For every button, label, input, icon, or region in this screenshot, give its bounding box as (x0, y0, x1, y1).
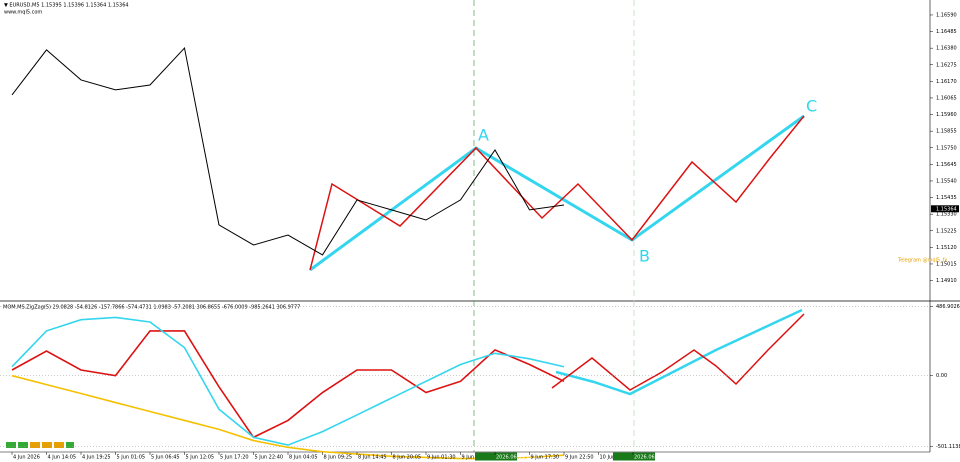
y-tick-label: 1.15855 (936, 129, 957, 135)
y-tick-label: 1.15015 (936, 261, 957, 267)
point-label: C (806, 97, 817, 116)
button[interactable] (6, 442, 16, 448)
series-line (11, 330, 565, 439)
pattern-cyan (309, 114, 805, 272)
y-tick-label: 1.15750 (936, 145, 957, 151)
series-line (11, 46, 565, 256)
button[interactable] (18, 442, 28, 448)
y-tick-label: 1.15435 (936, 195, 957, 201)
y-tick-label: 0.00 (936, 373, 947, 379)
series-line (11, 374, 565, 460)
y-tick-label: 1.15540 (936, 178, 957, 184)
x-tick-label: 8 Jun 20:05 (393, 455, 422, 461)
y-tick-label: 1.16065 (936, 95, 957, 101)
current-price-box (931, 205, 959, 213)
toolbar-buttons (6, 442, 74, 448)
chart-subtitle: www.mql5.com (4, 10, 42, 16)
x-tick-label: 2026.06.10 18:45 (634, 455, 679, 461)
x-tick-label: 5 Jun 12:05 (186, 455, 215, 461)
y-tick-label: 1.15645 (936, 162, 957, 168)
button[interactable] (66, 442, 74, 448)
x-tick-label: 5 Jun 06:45 (151, 455, 180, 461)
series-line (11, 316, 565, 446)
x-tick-label: 9 Jun 22:50 (565, 455, 594, 461)
point-label: A (478, 126, 489, 145)
x-tick-label: 8 Jun 14:45 (358, 455, 387, 461)
x-tick-label: 9 Jun 01:30 (427, 455, 456, 461)
y-tick-label: 486.9026 (936, 304, 960, 310)
pattern-red (309, 115, 805, 271)
x-tick-label: 4 Jun 19:25 (82, 455, 111, 461)
button[interactable] (54, 442, 64, 448)
y-tick-label: -501.1138 (936, 444, 960, 450)
button[interactable] (30, 442, 40, 448)
x-tick-label: 5 Jun 22:40 (255, 455, 284, 461)
x-tick-highlight (475, 452, 517, 461)
y-tick-label: 1.14910 (936, 278, 957, 284)
watermark: Telegram @mql5_fx (897, 258, 947, 264)
y-tick-label: 1.16275 (936, 62, 957, 68)
x-tick-label: 4 Jun 14:05 (48, 455, 77, 461)
y-tick-label: 1.15120 (936, 245, 957, 251)
current-price-label: 1.15364 (936, 206, 957, 212)
y-tick-label: 1.16590 (936, 12, 957, 18)
x-tick-label: 4 Jun 2026 (13, 455, 40, 461)
x-tick-label: 5 Jun 01:05 (117, 455, 146, 461)
x-tick-label: 5 Jun 17:20 (220, 455, 249, 461)
y-tick-label: 1.16170 (936, 79, 957, 85)
y-tick-label: 1.15225 (936, 228, 957, 234)
y-tick-label: 1.16485 (936, 29, 957, 35)
indicator-projection-red (551, 313, 805, 391)
x-tick-label: 8 Jun 04:05 (289, 455, 318, 461)
x-tick-highlight (613, 452, 655, 461)
indicator-projection-cyan (555, 308, 803, 396)
button[interactable] (42, 442, 52, 448)
y-tick-label: 1.15330 (936, 212, 957, 218)
y-tick-label: 1.15960 (936, 112, 957, 118)
x-tick-label: 8 Jun 09:25 (324, 455, 353, 461)
point-label: B (639, 247, 650, 266)
x-tick-label: 2026.06.09 12:00 (496, 455, 541, 461)
x-tick-label: 9 Jun 17:30 (531, 455, 560, 461)
chart-title: ▼ EURUSD,M5 1.15395 1.15396 1.15364 1.15… (4, 3, 129, 9)
y-tick-label: 1.16380 (936, 46, 957, 52)
indicator-title: MOM.MS.ZigZag(5) 29.0828 -54.8126 -157.7… (3, 305, 300, 311)
